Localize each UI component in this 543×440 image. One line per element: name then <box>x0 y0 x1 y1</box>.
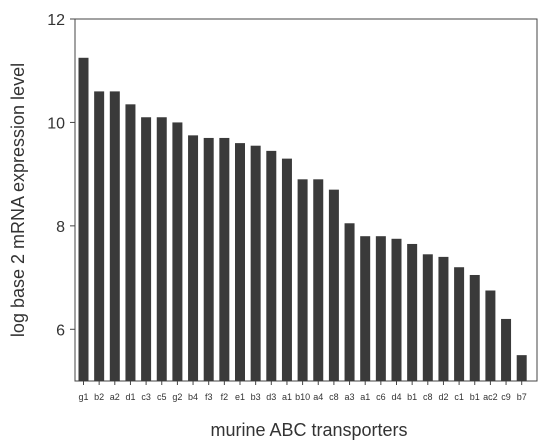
x-tick-label: c3 <box>141 392 151 402</box>
bar <box>454 267 465 381</box>
bar <box>156 117 167 381</box>
y-axis: 6 8 10 12 <box>47 12 75 339</box>
bar <box>219 137 230 381</box>
bar <box>78 57 89 382</box>
x-tick-label: b2 <box>94 392 104 402</box>
x-tick-label: f3 <box>205 392 213 402</box>
bar <box>391 238 402 381</box>
x-tick-label: a1 <box>360 392 370 402</box>
x-tick-label: d2 <box>438 392 448 402</box>
bar <box>375 236 386 381</box>
bar <box>344 223 355 381</box>
bar <box>501 318 512 381</box>
x-tick-label: c1 <box>454 392 464 402</box>
x-tick-label: d1 <box>125 392 135 402</box>
x-tick-label: c5 <box>157 392 167 402</box>
x-tick-label: c6 <box>376 392 386 402</box>
x-tick-label: a1 <box>282 392 292 402</box>
x-tick-label: c9 <box>501 392 511 402</box>
bar <box>438 256 449 381</box>
bar <box>109 91 120 382</box>
bar <box>94 91 105 382</box>
x-tick-label: b7 <box>517 392 527 402</box>
x-tick-label: d3 <box>266 392 276 402</box>
bar <box>250 145 261 381</box>
x-tick-label: a4 <box>313 392 323 402</box>
bars-group <box>78 57 527 382</box>
x-tick-label: b1 <box>470 392 480 402</box>
bar <box>485 290 496 381</box>
x-axis: g1 b2 a2 d1 c3 c5 g2 b4 f3 f2 e1 b3 d3 a1 b10 a4 c8 a3 a1 c… <box>78 381 527 402</box>
x-tick-label: b3 <box>251 392 261 402</box>
x-tick-label: c8 <box>423 392 433 402</box>
x-tick-label: ac2 <box>483 392 498 402</box>
x-tick-label: g2 <box>172 392 182 402</box>
bar <box>172 122 183 381</box>
x-tick-label: b10 <box>295 392 310 402</box>
bar <box>203 137 214 381</box>
bar <box>407 243 418 381</box>
x-tick-label: g1 <box>78 392 88 402</box>
bar <box>328 189 339 381</box>
y-tick-label: 6 <box>56 322 65 339</box>
x-tick-label: a3 <box>345 392 355 402</box>
bar <box>141 117 152 381</box>
y-tick-label: 10 <box>47 115 65 132</box>
bar <box>266 150 277 381</box>
x-axis-label: murine ABC transporters <box>210 420 407 440</box>
bar <box>469 274 480 381</box>
x-tick-label: a2 <box>110 392 120 402</box>
bar <box>422 254 433 381</box>
x-tick-label: d4 <box>391 392 401 402</box>
x-tick-label: c8 <box>329 392 339 402</box>
bar <box>188 135 199 381</box>
y-tick-label: 12 <box>47 12 65 29</box>
bar <box>125 104 136 381</box>
x-tick-label: e1 <box>235 392 245 402</box>
bar <box>297 179 308 381</box>
y-tick-label: 8 <box>56 219 65 236</box>
bar <box>235 143 245 381</box>
bar <box>360 236 371 381</box>
x-tick-label: b1 <box>407 392 417 402</box>
x-tick-label: b4 <box>188 392 198 402</box>
bar <box>313 179 324 381</box>
y-axis-label: log base 2 mRNA expression level <box>8 63 28 337</box>
bar <box>516 355 527 381</box>
x-tick-label: f2 <box>221 392 229 402</box>
bar <box>281 158 292 381</box>
